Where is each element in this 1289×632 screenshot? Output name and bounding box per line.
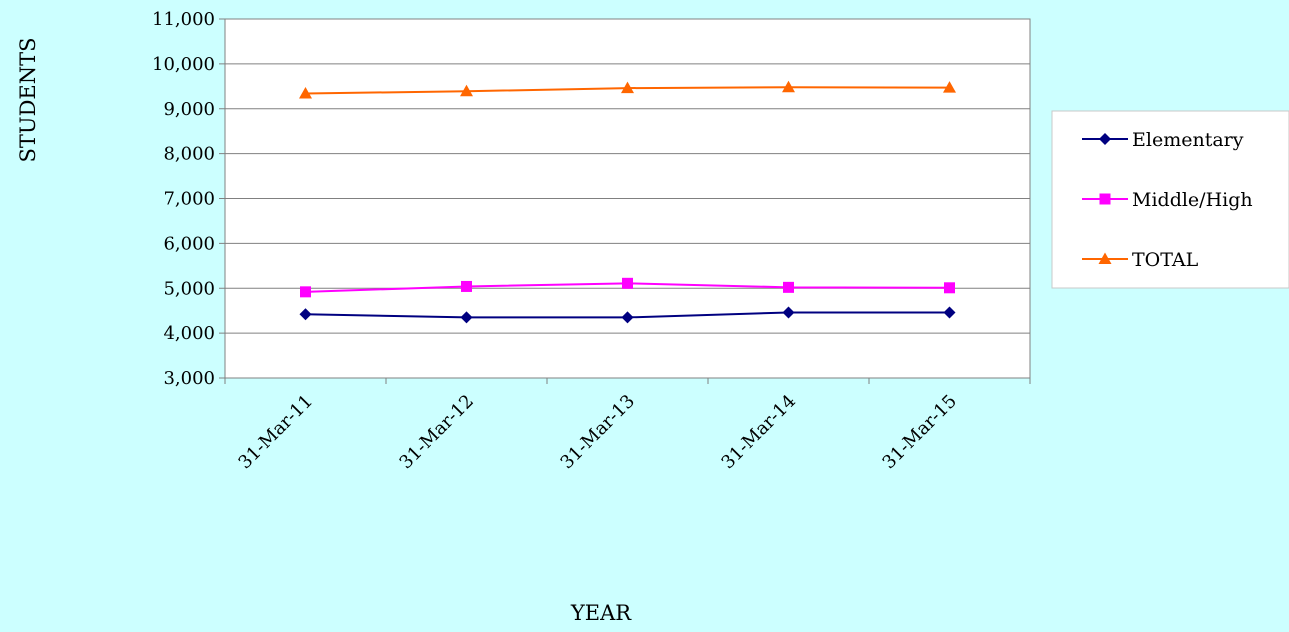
series-elementary <box>299 306 956 324</box>
legend-item: Middle/High <box>1082 189 1253 211</box>
x-tick-label: 31-Mar-11 <box>234 391 317 474</box>
legend-label: Middle/High <box>1132 189 1253 211</box>
legend-item: TOTAL <box>1082 249 1199 271</box>
y-tick-label: 4,000 <box>163 323 215 344</box>
legend-marker <box>1098 252 1112 264</box>
data-point <box>461 280 472 292</box>
series-total <box>299 80 956 99</box>
y-tick-label: 9,000 <box>163 99 215 120</box>
x-axis-title: YEAR <box>570 601 632 625</box>
data-point <box>460 311 473 324</box>
x-tick-label: 31-Mar-15 <box>878 391 961 474</box>
y-tick-label: 5,000 <box>163 278 215 299</box>
data-point <box>943 81 956 93</box>
legend-label: TOTAL <box>1132 249 1199 271</box>
legend-marker <box>1099 133 1111 145</box>
data-point <box>460 84 473 97</box>
data-point <box>944 282 955 294</box>
x-tick-label: 31-Mar-13 <box>556 391 639 474</box>
x-axis-ticks: 31-Mar-11 31-Mar-12 31-Mar-13 31-Mar-14 31-M… <box>224 378 1031 474</box>
data-point <box>783 281 794 293</box>
y-tick-label: 11,000 <box>152 9 215 30</box>
x-tick-label: 31-Mar-14 <box>717 391 800 474</box>
y-tick-label: 7,000 <box>163 189 215 210</box>
y-tick-label: 8,000 <box>163 144 215 165</box>
y-tick-label: 6,000 <box>163 233 215 254</box>
x-tick-label: 31-Mar-12 <box>395 391 478 474</box>
legend-label: Elementary <box>1132 129 1244 151</box>
y-axis-title: STUDENTS <box>16 37 40 162</box>
y-axis-ticks: 3,000 4,000 5,000 6,000 7,000 8,000 9,000 10,00… <box>152 9 225 389</box>
data-point <box>622 277 633 289</box>
data-point <box>299 86 312 99</box>
series-middle-high <box>300 277 955 298</box>
data-point <box>299 308 312 321</box>
data-point <box>943 306 956 319</box>
data-point <box>300 286 311 298</box>
legend-item: Elementary <box>1082 129 1244 151</box>
legend: Elementary Middle/High TOTAL <box>1051 110 1289 289</box>
data-point <box>621 311 634 324</box>
data-point <box>782 306 795 319</box>
data-point <box>782 80 795 93</box>
y-tick-label: 3,000 <box>163 368 215 389</box>
legend-marker <box>1099 193 1111 205</box>
y-tick-label: 10,000 <box>152 54 215 75</box>
series-layer <box>299 80 956 324</box>
data-point <box>621 81 634 94</box>
